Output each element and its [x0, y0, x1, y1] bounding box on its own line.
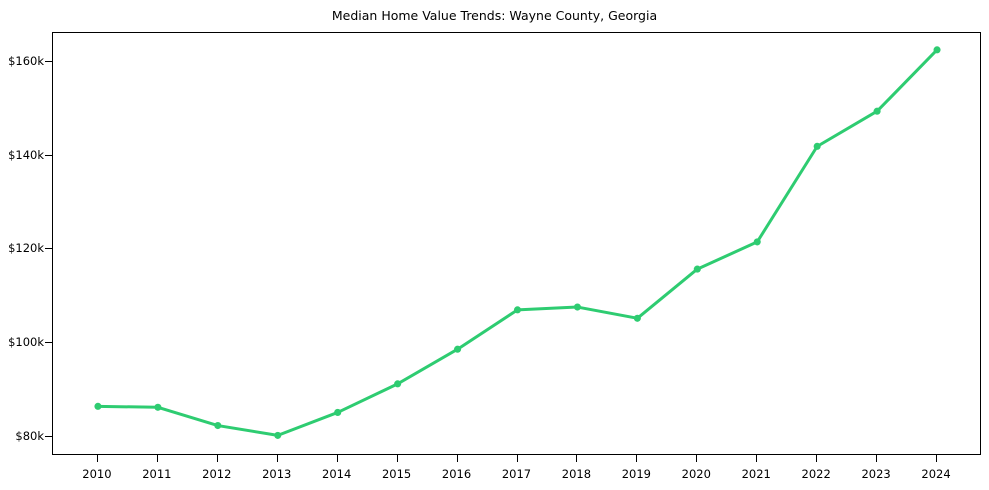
data-point-2012	[214, 422, 222, 430]
y-tick-mark	[45, 342, 52, 344]
data-point-2013	[274, 431, 282, 439]
x-tick-label: 2018	[561, 467, 592, 481]
y-tick-label: $80k	[15, 428, 44, 443]
x-tick-label: 2019	[621, 467, 651, 481]
x-tick-mark	[576, 455, 578, 462]
x-tick-label: 2023	[861, 467, 891, 481]
x-tick-label: 2021	[741, 467, 771, 481]
x-tick-label: 2024	[921, 467, 951, 481]
data-point-2015	[394, 380, 402, 388]
y-tick-mark	[45, 61, 52, 63]
data-point-2018	[573, 303, 581, 311]
x-tick-mark	[696, 455, 698, 462]
plot-area	[52, 32, 981, 455]
x-tick-mark	[216, 455, 218, 462]
y-tick-mark	[45, 248, 52, 250]
data-point-2020	[693, 265, 701, 273]
y-axis-tick-labels: $80k $100k $120k $140k $160k	[0, 0, 44, 490]
x-tick-mark	[756, 455, 758, 462]
data-point-2014	[334, 408, 342, 416]
data-line-median-home-value	[96, 48, 939, 437]
data-point-2021	[753, 238, 761, 246]
x-tick-mark	[636, 455, 638, 462]
x-tick-label: 2013	[262, 467, 292, 481]
x-tick-label: 2015	[381, 467, 412, 481]
x-tick-label: 2012	[202, 467, 232, 481]
x-tick-label: 2017	[501, 467, 532, 481]
line-chart-svg	[94, 46, 941, 439]
data-point-2024	[933, 46, 941, 54]
x-tick-label: 2022	[801, 467, 831, 481]
y-tick-label: $160k	[8, 54, 44, 69]
y-tick-mark	[45, 154, 52, 156]
data-point-2016	[454, 345, 462, 353]
x-tick-label: 2011	[142, 467, 172, 481]
x-tick-label: 2020	[681, 467, 711, 481]
data-point-2019	[633, 314, 641, 322]
x-tick-mark	[396, 455, 398, 462]
y-tick-label: $100k	[8, 335, 44, 350]
x-tick-label: 2014	[322, 467, 352, 481]
x-tick-mark	[456, 455, 458, 462]
x-tick-mark	[336, 455, 338, 462]
x-tick-mark	[276, 455, 278, 462]
data-point-2010	[94, 402, 102, 410]
x-tick-mark	[156, 455, 158, 462]
y-tick-label: $120k	[8, 241, 44, 256]
data-point-2017	[513, 306, 522, 314]
x-tick-mark	[96, 455, 98, 462]
chart-title: Median Home Value Trends: Wayne County, …	[331, 8, 658, 23]
data-point-markers	[94, 46, 941, 439]
x-tick-mark	[816, 455, 818, 462]
y-tick-mark	[45, 435, 52, 437]
data-point-2011	[154, 403, 162, 411]
x-tick-mark	[876, 455, 878, 462]
x-tick-mark	[516, 455, 518, 462]
y-tick-label: $140k	[8, 147, 44, 162]
x-tick-mark	[936, 455, 938, 462]
data-point-2022	[813, 142, 821, 150]
data-point-2023	[873, 107, 881, 115]
x-tick-label: 2010	[82, 467, 112, 481]
x-tick-label: 2016	[441, 467, 472, 481]
